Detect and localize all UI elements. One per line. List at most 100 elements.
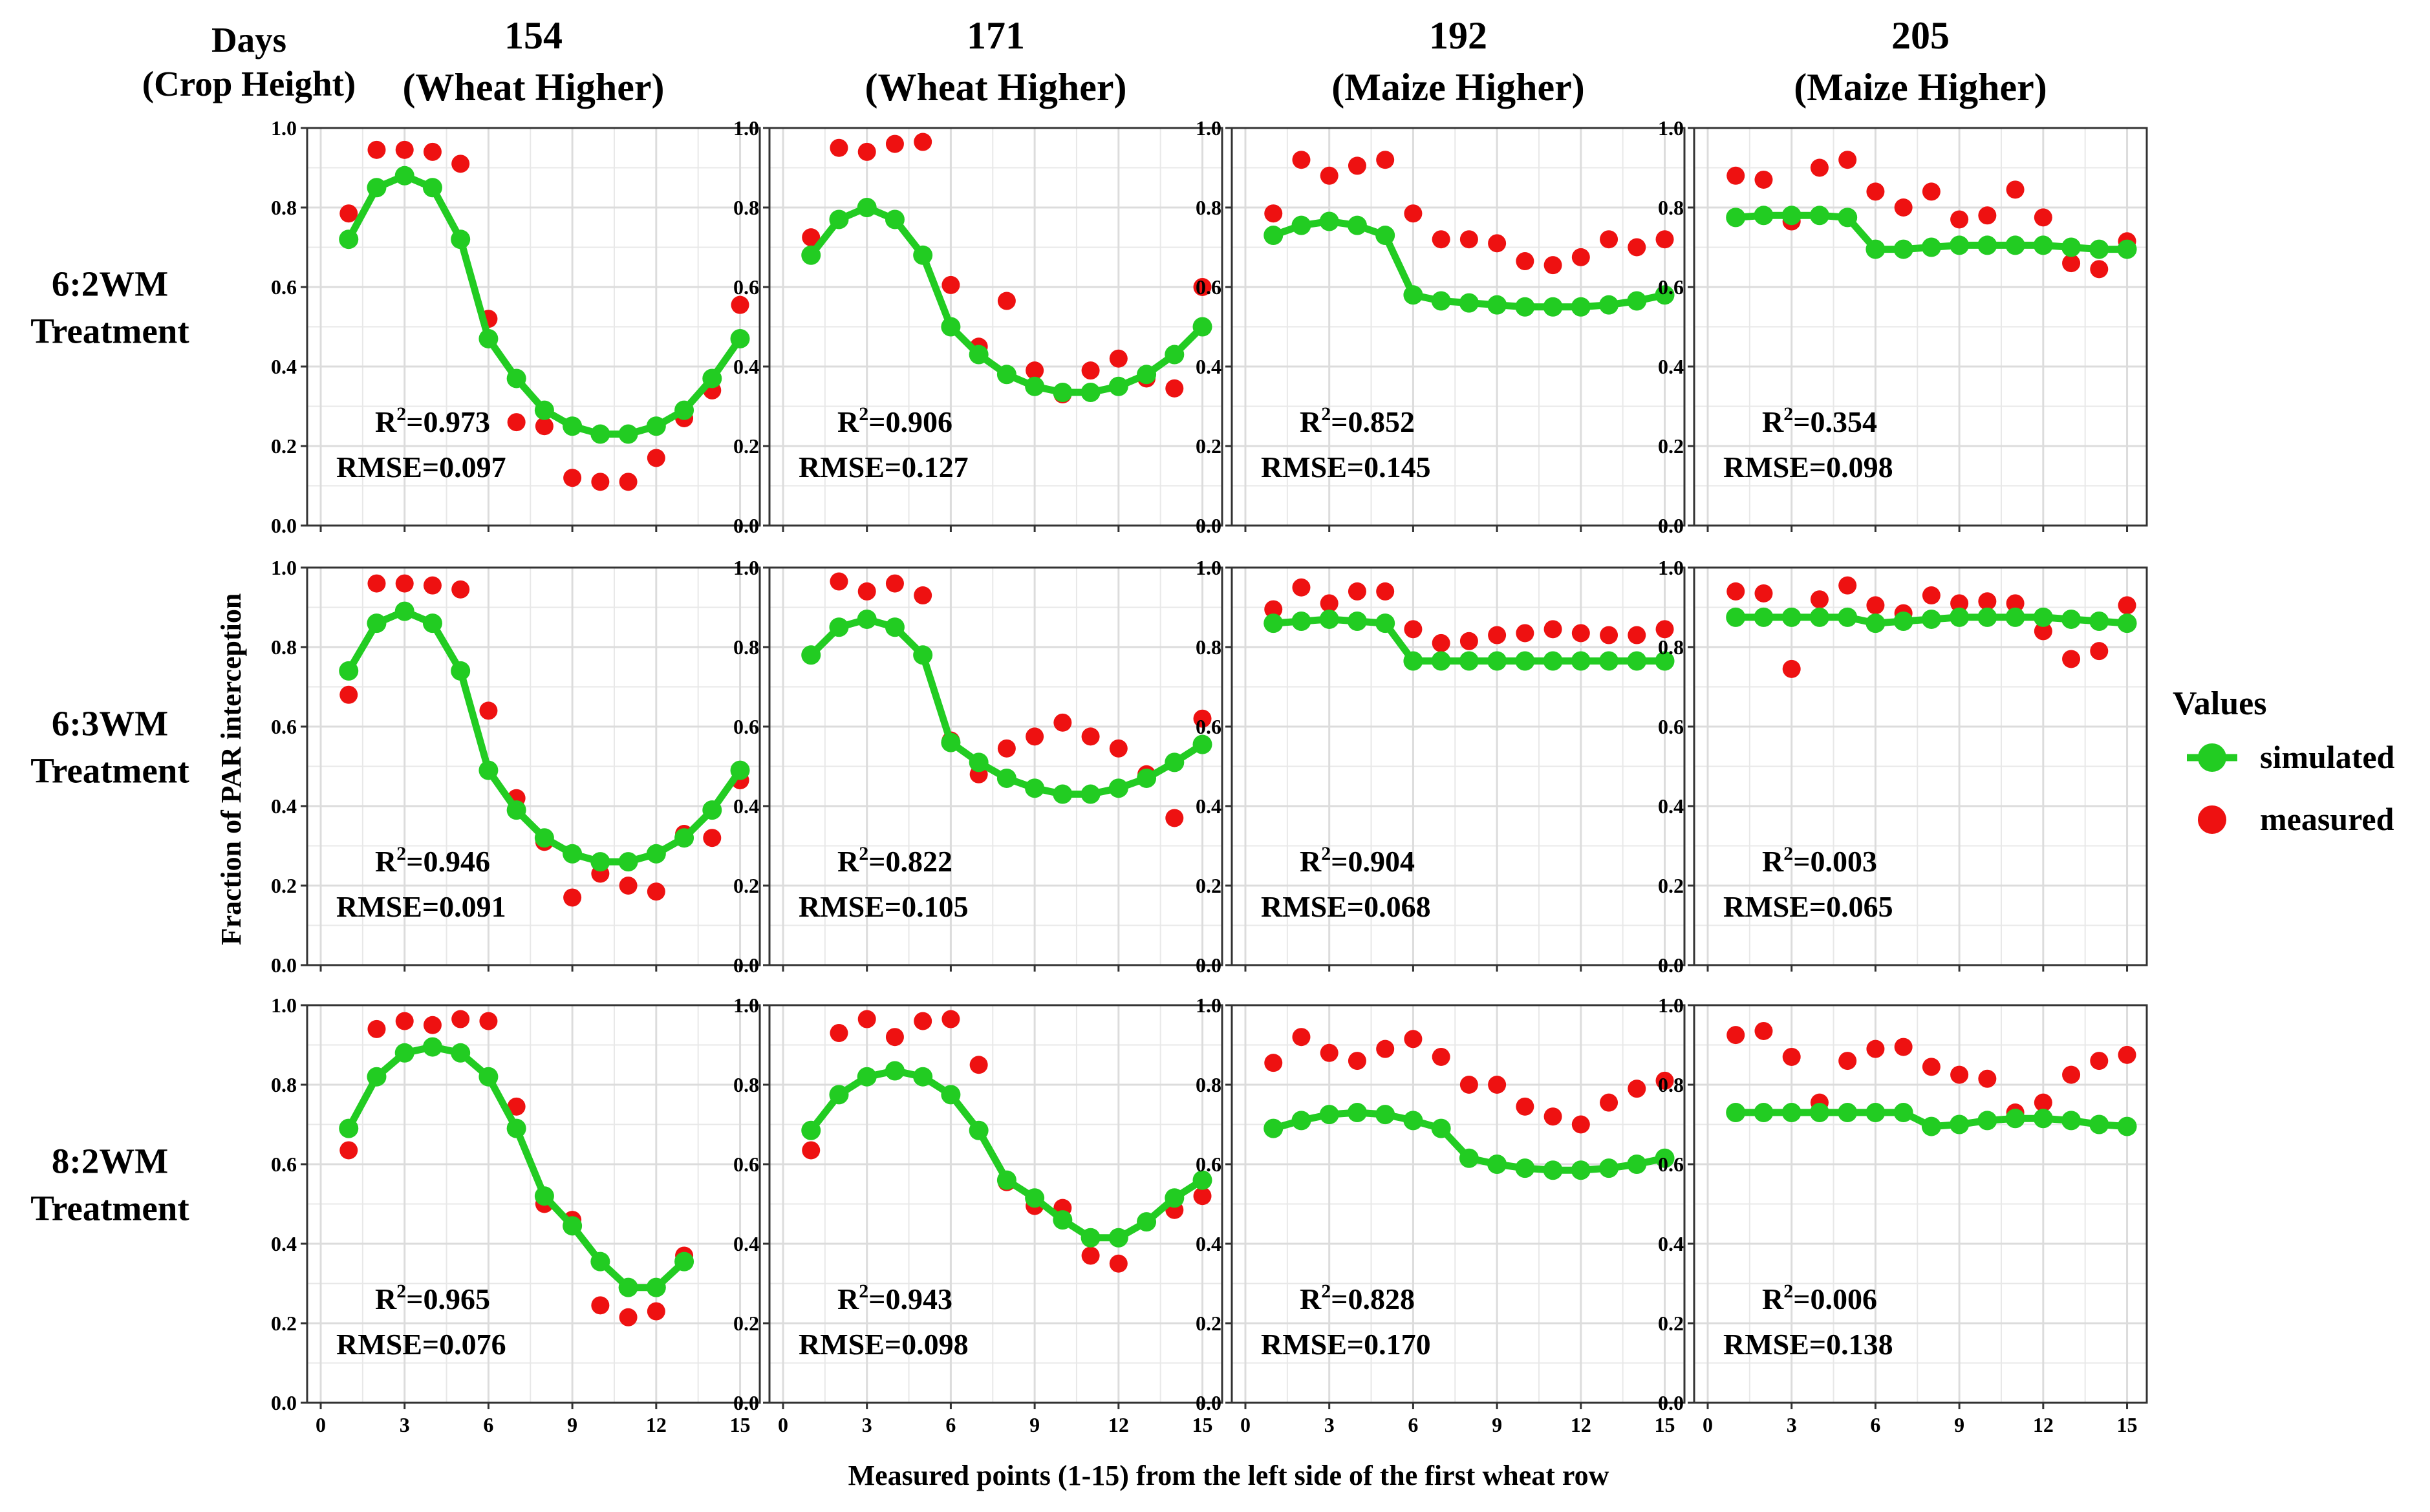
simulated-point xyxy=(563,844,583,864)
measured-point xyxy=(395,1012,414,1030)
y-tick-label: 0.2 xyxy=(1196,1312,1221,1335)
simulated-point xyxy=(2061,609,2081,629)
r-squared-annotation: R2=0.904 xyxy=(1300,843,1415,878)
x-tick-label: 3 xyxy=(862,1413,872,1436)
simulated-point xyxy=(1627,1155,1647,1174)
r-squared-value: =0.973 xyxy=(406,405,490,438)
y-tick-label: 0.6 xyxy=(1658,1153,1684,1176)
y-tick-label: 0.6 xyxy=(1658,275,1684,299)
y-tick-label: 0.8 xyxy=(733,635,759,659)
y-tick-label: 0.4 xyxy=(1196,794,1221,818)
x-tick-label: 9 xyxy=(1954,1413,1964,1436)
simulated-point xyxy=(2033,1109,2053,1129)
panel: 0.0 0.2 0.4 0.6 0.8 1.0 0 3 6 9 12 15 R2=0.828 RMSE=0… xyxy=(1196,994,1686,1436)
simulated-point xyxy=(1571,1160,1591,1180)
simulated-point xyxy=(394,165,414,186)
legend-title: Values xyxy=(2173,685,2266,722)
measured-point xyxy=(395,140,414,159)
measured-point xyxy=(535,417,554,436)
r-squared-value: =0.003 xyxy=(1793,845,1877,878)
simulated-point xyxy=(1291,215,1311,235)
simulated-point xyxy=(1108,1228,1128,1248)
simulated-point xyxy=(1781,1103,1801,1123)
measured-point xyxy=(619,1308,638,1326)
measured-point xyxy=(619,473,638,491)
simulated-point xyxy=(1137,768,1157,788)
legend-simulated-label: simulated xyxy=(2260,739,2395,775)
x-tick-label: 0 xyxy=(778,1413,788,1436)
simulated-point xyxy=(451,661,471,681)
simulated-point xyxy=(1543,297,1563,317)
measured-point xyxy=(1754,584,1773,602)
simulated-point xyxy=(1053,1210,1073,1230)
simulated-point xyxy=(422,1037,442,1057)
simulated-point xyxy=(534,400,554,420)
measured-point xyxy=(885,574,904,593)
measured-point xyxy=(1292,1028,1311,1047)
simulated-point xyxy=(1459,293,1479,313)
measured-point xyxy=(1459,632,1478,650)
measured-point xyxy=(1320,594,1339,613)
y-tick-label: 0.4 xyxy=(1196,355,1221,378)
rmse-annotation: RMSE=0.145 xyxy=(1261,451,1431,484)
x-tick-label: 0 xyxy=(1703,1413,1713,1436)
measured-point xyxy=(591,1296,610,1315)
row-treatment-label: Treatment xyxy=(30,1189,189,1228)
simulated-point xyxy=(2089,239,2109,259)
measured-point xyxy=(1628,238,1646,257)
measured-point xyxy=(1838,1052,1857,1070)
measured-point xyxy=(1950,594,1969,613)
x-tick-label: 9 xyxy=(1029,1413,1040,1436)
simulated-point xyxy=(1081,382,1101,402)
simulated-point xyxy=(1599,1158,1619,1178)
simulated-point xyxy=(1192,317,1212,337)
simulated-point xyxy=(1754,607,1774,627)
measured-point xyxy=(1782,1047,1801,1066)
y-tick-label: 0.0 xyxy=(271,1391,297,1414)
simulated-point xyxy=(451,229,471,250)
panel: 0.0 0.2 0.4 0.6 0.8 1.0 R2=0.822 RMSE=0.105 xyxy=(733,556,1223,977)
x-tick-label: 15 xyxy=(2117,1413,2138,1436)
simulated-point xyxy=(1459,1148,1479,1168)
legend: Values simulated measured xyxy=(2173,685,2395,837)
measured-point xyxy=(857,582,876,601)
column-day-label: 171 xyxy=(967,14,1025,57)
y-tick-label: 0.2 xyxy=(271,1312,297,1335)
simulated-point xyxy=(1403,651,1423,671)
simulated-point xyxy=(506,1118,526,1138)
measured-point xyxy=(1600,230,1618,249)
measured-point xyxy=(1193,278,1212,296)
simulated-point xyxy=(857,1067,877,1087)
y-tick-label: 0.2 xyxy=(733,874,759,897)
column-day-label: 154 xyxy=(504,14,563,57)
measured-point xyxy=(1571,1115,1590,1134)
y-tick-label: 0.2 xyxy=(733,1312,759,1335)
simulated-point xyxy=(618,852,638,872)
simulated-point xyxy=(1655,285,1675,305)
simulated-point xyxy=(1319,1105,1339,1125)
measured-point xyxy=(1376,1039,1395,1058)
y-tick-label: 1.0 xyxy=(733,556,759,579)
panel: 0.0 0.2 0.4 0.6 0.8 1.0 R2=0.003 RMSE=0.065 xyxy=(1658,556,2148,977)
simulated-point xyxy=(422,613,442,634)
r-squared-annotation: R2=0.822 xyxy=(837,843,952,878)
r-squared-annotation: R2=0.946 xyxy=(375,843,490,878)
simulated-point xyxy=(339,661,359,681)
measured-point xyxy=(997,739,1016,758)
simulated-point xyxy=(1921,609,1941,629)
y-tick-label: 0.6 xyxy=(1196,715,1221,738)
legend-measured-point-icon xyxy=(2198,805,2226,834)
measured-point xyxy=(1404,620,1423,639)
r-squared-value: =0.354 xyxy=(1793,405,1877,438)
simulated-point xyxy=(422,178,442,198)
measured-point xyxy=(1376,151,1395,169)
y-tick-label: 0.0 xyxy=(733,514,759,537)
simulated-point xyxy=(1781,607,1801,627)
measured-point xyxy=(1109,349,1128,368)
simulated-point xyxy=(829,617,849,637)
simulated-point xyxy=(367,613,387,634)
measured-point xyxy=(1348,1052,1366,1070)
panel: 0.0 0.2 0.4 0.6 0.8 1.0 0 3 6 9 12 15 R2=0.943 RMSE=0… xyxy=(733,994,1223,1436)
simulated-point xyxy=(1137,1212,1157,1232)
